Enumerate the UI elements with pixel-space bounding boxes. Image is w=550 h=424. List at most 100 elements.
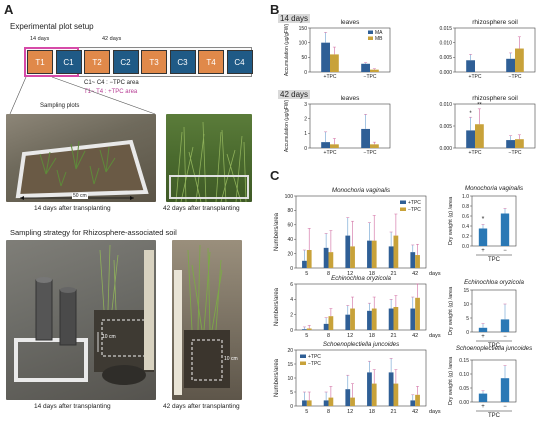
significance-mark: * [469,111,472,117]
y-axis-label: Dry weight (g) /area [448,286,454,335]
chart-title: leaves [341,19,361,26]
x-tick-label: 42 [412,333,418,339]
y-tick-label: 0.05 [459,386,469,392]
bar [388,372,394,406]
y-tick-label: 1 [304,131,307,137]
x-tick-label: 5 [305,271,308,277]
chart-title: rhizosphere soil [472,19,518,26]
y-tick-label: 20 [287,251,293,257]
tpc-label: TPC [488,343,501,349]
bar [302,260,307,268]
bar [415,394,420,406]
x-tick-label: 18 [369,271,375,277]
chart-b-42-soil: rhizosphere soil 0.000 0.005 0.010 +TPC −TPC *… [439,95,536,156]
y-tick-label: 0.00 [459,400,469,406]
bar [393,383,399,406]
chart-c-count-3: Schoenoplectiella juncoides 0 5 10 15 20 5 8 12 1… [274,341,441,415]
x-tick-label: −TPC [509,150,522,156]
y-axis-label: Accumulation (μg/gFW) [284,99,290,152]
photo-42-days-cylinder: 10 cm [172,240,242,400]
x-tick-label: −TPC [509,74,522,80]
y-tick-label: 0.000 [439,70,452,76]
y-tick-label: 2 [290,312,293,318]
x-tick-label: 21 [390,271,396,277]
legend-swatch [400,200,406,204]
scale-label-10cm-a: 10 cm [102,334,116,340]
photo-14-days-plot: 50 cm [6,114,156,202]
y-tick-label: 5 [466,316,469,322]
label-14-days: 14 days [30,36,50,42]
bar [302,400,307,406]
bar [515,139,524,148]
plot-cell-t1: T1 [27,50,53,74]
bar [478,327,488,332]
legend-label: MB [375,36,383,42]
x-tick-label: 5 [305,409,308,415]
tpc-label: TPC [488,413,501,419]
y-tick-label: 0 [304,146,307,152]
y-tick-label: 10 [463,302,469,308]
panel-a-title: Experimental plot setup [10,22,94,31]
bar [370,69,379,72]
y-tick-label: 60 [287,223,293,229]
plot-frame [471,359,517,403]
y-tick-label: 40 [287,237,293,243]
plot-frame [454,27,536,73]
bar [367,240,372,268]
plot-row: T1 C1 T2 C2 T3 C3 T4 C4 [24,47,253,77]
photo-14-days-cylinder: 10 cm [6,240,156,400]
x-tick-label: 42 [412,409,418,415]
y-tick-label: 0.10 [459,372,469,378]
bar [321,142,330,148]
plot-cell-c2: C2 [112,50,139,74]
y-tick-label: 80 [287,208,293,214]
plot-frame [471,289,517,333]
plot-frame [309,103,391,149]
panel-letter-a: A [4,2,14,17]
x-tick-label: 5 [305,333,308,339]
y-tick-label: 0 [304,70,307,76]
bar [345,389,351,406]
x-tick-label: + [481,334,485,340]
x-tick-label: +TPC [469,150,482,156]
photo3-caption: 14 days after transplanting [34,403,111,410]
y-tick-label: 0.6 [462,214,469,220]
bar [388,246,394,268]
tpc-label: TPC [488,257,501,263]
chart-title: Schoenoplectiella juncoides [323,341,399,348]
bar [410,400,416,406]
x-tick-label: 8 [327,271,330,277]
legend-swatch [300,354,306,358]
x-tick-label: +TPC [469,74,482,80]
plot-cell-t4: T4 [198,50,224,74]
chart-c-count-1: Monochoria vaginalis 0 20 40 60 80 100 5 8 12 18 21… [274,187,441,277]
y-tick-label: 6 [290,282,293,288]
x-tick-label: 42 [412,271,418,277]
legend-label: MA [375,30,383,36]
y-tick-label: 10 [287,376,293,382]
bar [306,400,312,406]
x-tick-label: 12 [347,333,353,339]
x-tick-label: 18 [369,409,375,415]
bar [500,319,510,332]
bar [371,308,377,330]
y-tick-label: 0.005 [439,55,452,61]
y-axis-label: Numbers/area [274,212,280,251]
y-tick-label: 15 [463,288,469,294]
x-axis-unit: days [429,333,441,339]
panel-b-42-days: 42 days [278,90,311,99]
chart-title: Echinochloa oryzicola [464,279,524,286]
y-axis-label: Numbers/area [274,358,280,397]
chart-b-14-soil: rhizosphere soil 0.000 0.005 0.010 0.015 +TPC… [439,19,536,80]
strategy-title: Sampling strategy for Rhizosphere-associ… [10,228,177,237]
label-42-days: 42 days [102,36,122,42]
y-tick-label: 0.0 [462,244,469,250]
photo4-caption: 42 days after transplanting [163,403,240,410]
x-axis-unit: days [429,271,441,277]
bar [506,58,515,72]
bar [475,124,484,148]
y-tick-label: 0.010 [439,102,452,108]
bar [410,252,416,268]
y-tick-label: 0.015 [439,26,452,32]
y-tick-label: 3 [304,102,307,108]
